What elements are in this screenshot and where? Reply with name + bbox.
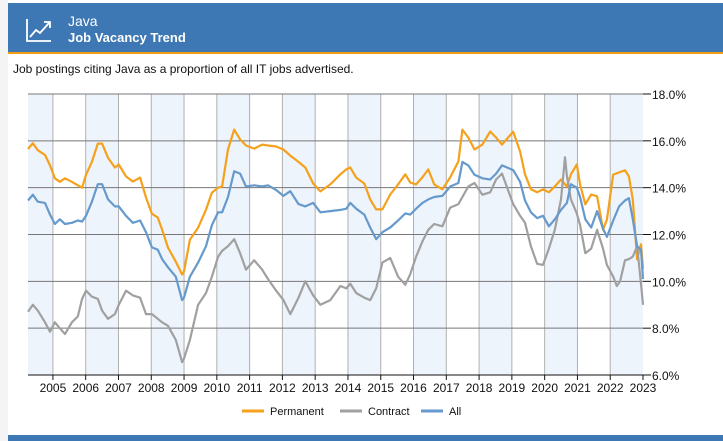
x-tick-label: 2011 — [237, 381, 263, 395]
x-tick-label: 2006 — [72, 381, 99, 395]
x-tick-label: 2023 — [630, 381, 657, 395]
x-tick-label: 2012 — [269, 381, 296, 395]
y-axis: 6.0% 8.0% 10.0% 12.0% 14.0% 16.0% 18.0% — [643, 88, 686, 383]
legend: Permanent Contract All — [242, 406, 461, 418]
y-tick-label: 14.0% — [652, 182, 686, 196]
x-tick-label: 2015 — [367, 381, 394, 395]
x-tick-label: 2021 — [564, 381, 591, 395]
y-tick-label: 10.0% — [652, 275, 686, 289]
legend-item-all: All — [421, 406, 461, 418]
x-tick-label: 2005 — [40, 381, 67, 395]
header-subtitle: Job Vacancy Trend — [68, 30, 186, 45]
legend-label: All — [449, 406, 461, 418]
header-title: Java — [68, 13, 98, 29]
y-tick-label: 18.0% — [652, 88, 686, 102]
x-tick-label: 2007 — [105, 381, 132, 395]
trend-chart: 2005 2006 2007 2008 2009 2010 2011 2012 2013 2014… — [27, 88, 686, 418]
x-tick-label: 2017 — [433, 381, 460, 395]
x-axis: 2005 2006 2007 2008 2009 2010 2011 2012 2013 2014… — [28, 374, 657, 395]
x-tick-label: 2010 — [203, 381, 230, 395]
trend-chart-icon — [26, 19, 51, 42]
series-line-all — [27, 160, 645, 302]
series-line-contract — [27, 156, 645, 364]
x-tick-label: 2013 — [302, 381, 329, 395]
y-tick-label: 8.0% — [652, 322, 680, 336]
x-tick-label: 2020 — [531, 381, 558, 395]
x-tick-label: 2018 — [466, 381, 493, 395]
y-tick-label: 16.0% — [652, 135, 686, 149]
legend-item-permanent: Permanent — [242, 406, 324, 418]
legend-label: Contract — [368, 406, 410, 418]
x-tick-label: 2022 — [597, 381, 624, 395]
series-lines — [27, 128, 645, 364]
x-tick-label: 2016 — [400, 381, 427, 395]
legend-label: Permanent — [270, 406, 324, 418]
x-tick-label: 2019 — [499, 381, 526, 395]
x-tick-label: 2014 — [335, 381, 362, 395]
y-tick-label: 6.0% — [652, 369, 680, 383]
y-tick-label: 12.0% — [652, 229, 686, 243]
footer-bar — [8, 435, 723, 441]
x-tick-label: 2009 — [171, 381, 198, 395]
legend-item-contract: Contract — [340, 406, 410, 418]
x-tick-label: 2008 — [138, 381, 165, 395]
panel: Java Job Vacancy Trend Job postings citi… — [8, 0, 723, 441]
chart-description: Job postings citing Java as a proportion… — [13, 62, 354, 76]
header: Java Job Vacancy Trend — [8, 3, 723, 54]
